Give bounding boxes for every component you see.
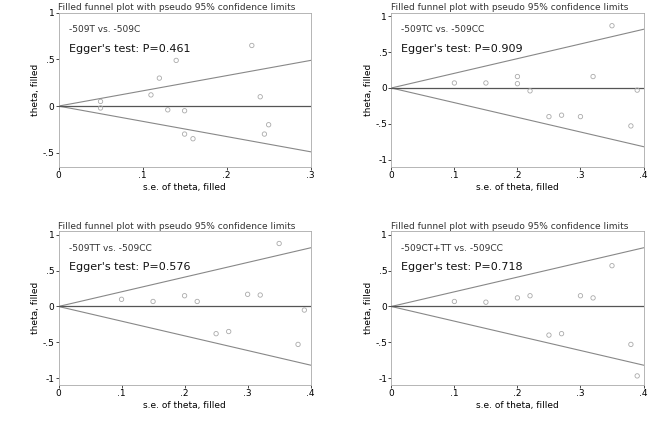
Point [556,330,567,337]
Text: Egger's test: P=0.909: Egger's test: P=0.909 [402,44,523,54]
Y-axis label: theta, filled: theta, filled [31,282,40,334]
Point [632,372,642,379]
Point [259,131,270,137]
Point [274,240,284,247]
Point [575,292,586,299]
Point [525,292,535,299]
Point [588,73,598,80]
Text: Filled funnel plot with pseudo 95% confidence limits: Filled funnel plot with pseudo 95% confi… [391,222,629,231]
Point [632,87,642,94]
Text: Egger's test: P=0.461: Egger's test: P=0.461 [69,44,190,54]
Point [146,92,156,98]
Point [544,332,554,339]
Point [242,291,253,298]
X-axis label: s.e. of theta, filled: s.e. of theta, filled [143,401,226,410]
Point [255,291,265,298]
Point [224,328,234,335]
Point [575,113,586,120]
Point [171,57,181,64]
Text: Egger's test: P=0.718: Egger's test: P=0.718 [402,262,523,272]
X-axis label: s.e. of theta, filled: s.e. of theta, filled [476,401,559,410]
Point [255,93,265,100]
X-axis label: s.e. of theta, filled: s.e. of theta, filled [143,183,226,192]
Text: Filled funnel plot with pseudo 95% confidence limits: Filled funnel plot with pseudo 95% confi… [391,3,629,12]
Point [246,42,257,49]
Point [512,80,523,87]
Point [626,122,636,129]
Point [449,80,460,86]
Point [556,112,567,119]
Point [211,330,221,337]
Text: Filled funnel plot with pseudo 95% confidence limits: Filled funnel plot with pseudo 95% confi… [58,222,296,231]
Point [96,98,106,105]
Point [299,306,309,313]
Point [512,73,523,80]
Point [449,298,460,305]
Point [263,121,274,128]
Point [162,107,173,113]
Point [96,104,106,111]
Point [188,135,198,142]
Text: Filled funnel plot with pseudo 95% confidence limits: Filled funnel plot with pseudo 95% confi… [58,3,296,12]
Y-axis label: theta, filled: theta, filled [363,282,372,334]
Point [626,341,636,348]
X-axis label: s.e. of theta, filled: s.e. of theta, filled [476,183,559,192]
Point [116,296,127,303]
Point [544,113,554,120]
Point [179,292,190,299]
Point [512,294,523,301]
Point [607,262,618,269]
Point [481,80,491,86]
Point [148,298,158,305]
Point [154,75,164,82]
Text: Egger's test: P=0.576: Egger's test: P=0.576 [69,262,190,272]
Point [481,299,491,306]
Y-axis label: theta, filled: theta, filled [31,64,40,116]
Point [525,87,535,94]
Point [607,22,618,29]
Point [293,341,304,348]
Point [588,294,598,301]
Text: -509TC vs. -509CC: -509TC vs. -509CC [402,25,485,34]
Text: -509CT+TT vs. -509CC: -509CT+TT vs. -509CC [402,244,503,253]
Text: -509TT vs. -509CC: -509TT vs. -509CC [69,244,151,253]
Point [179,131,190,137]
Text: -509T vs. -509C: -509T vs. -509C [69,25,140,34]
Point [179,107,190,114]
Point [192,298,202,305]
Y-axis label: theta, filled: theta, filled [363,64,372,116]
